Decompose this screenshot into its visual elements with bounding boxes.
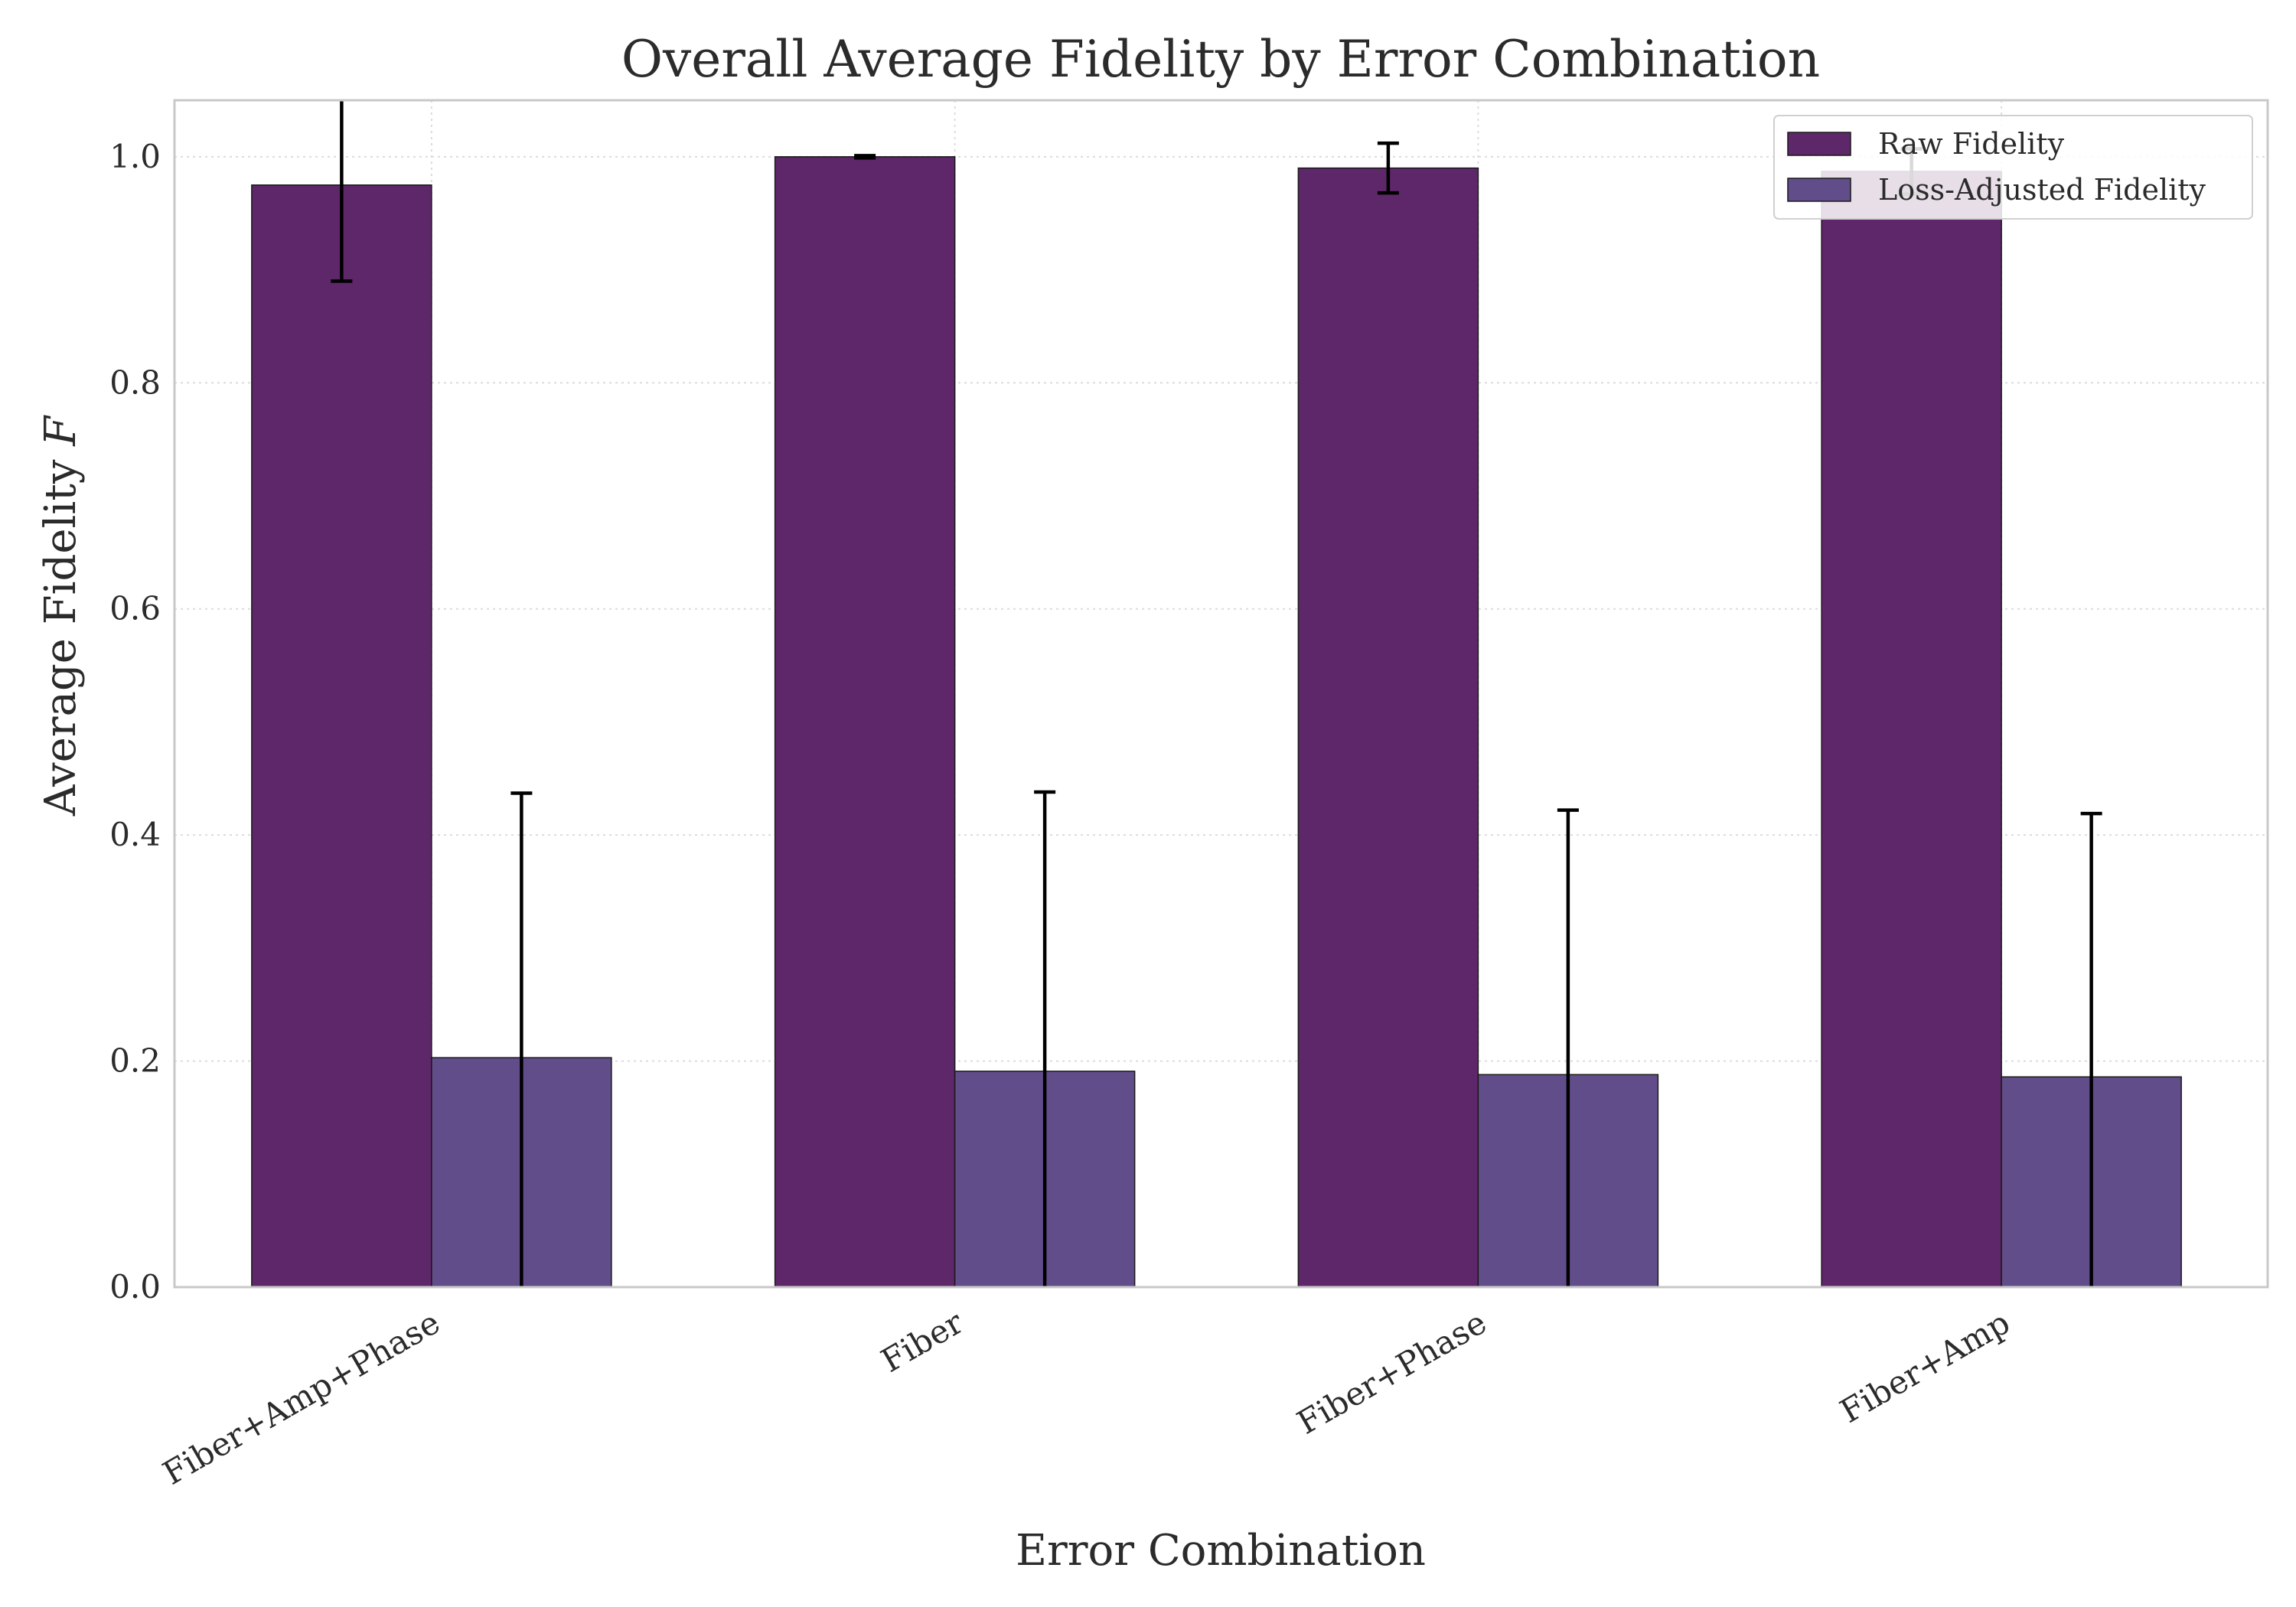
legend-label: Loss-Adjusted Fidelity — [1878, 173, 2206, 207]
bar-raw — [251, 184, 432, 1288]
legend-swatch — [1787, 132, 1851, 156]
y-tick-label: 0.8 — [109, 363, 161, 401]
legend-box — [1773, 115, 2253, 220]
legend: Raw Fidelity Loss-Adjusted Fidelity — [1773, 115, 2253, 220]
plot-frame — [173, 99, 2269, 1289]
y-axis-ticks: 0.0 0.2 0.4 0.6 0.8 1.0 — [109, 138, 161, 1305]
chart-title: Overall Average Fidelity by Error Combin… — [621, 30, 1820, 89]
bar-raw — [774, 156, 956, 1288]
y-tick-label: 1.0 — [109, 138, 161, 175]
y-tick-label: 0.4 — [109, 816, 161, 853]
y-tick-label: 0.0 — [109, 1268, 161, 1305]
y-axis-label: Average Fidelity F — [36, 415, 86, 817]
error-bars — [331, 100, 2102, 1287]
y-axis-label-text: Average Fidelity — [36, 459, 86, 817]
y-tick-label: 0.6 — [109, 590, 161, 627]
legend-label: Raw Fidelity — [1878, 127, 2065, 161]
y-axis-label-symbol: F — [36, 415, 86, 447]
bar-raw — [1821, 171, 2002, 1288]
bar-raw — [1297, 167, 1479, 1288]
legend-swatch — [1787, 178, 1851, 202]
y-tick-label: 0.2 — [109, 1042, 161, 1080]
x-axis-label: Error Combination — [1016, 1526, 1426, 1576]
